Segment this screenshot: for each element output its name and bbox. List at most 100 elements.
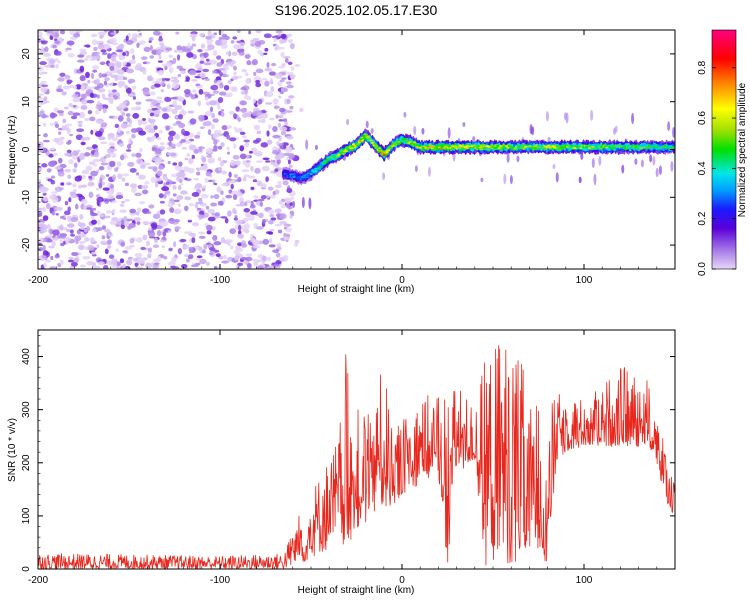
noise-cell [287, 159, 291, 165]
noise-cell [199, 71, 206, 79]
noise-cell [105, 210, 112, 214]
noise-cell [237, 262, 244, 266]
noise-cell [115, 49, 124, 53]
noise-cell [272, 98, 279, 105]
noise-cell [104, 215, 111, 219]
ridge-sidelobe [591, 157, 595, 169]
noise-cell [125, 35, 129, 42]
noise-cell [61, 125, 67, 131]
ridge-cell [282, 171, 286, 173]
noise-cell [128, 222, 136, 229]
noise-cell [153, 125, 158, 130]
noise-cell [158, 129, 163, 134]
noise-cell [255, 116, 264, 119]
noise-cell [110, 32, 118, 35]
noise-cell [211, 112, 215, 119]
noise-cell [129, 237, 135, 244]
noise-cell [77, 120, 83, 124]
noise-cell [136, 172, 140, 176]
noise-cell [147, 253, 152, 259]
ridge-cell [337, 153, 341, 156]
noise-cell [204, 78, 210, 82]
noise-cell [168, 54, 173, 59]
noise-cell [91, 251, 97, 255]
noise-cell [255, 30, 262, 34]
noise-cell [170, 173, 178, 178]
noise-cell [80, 141, 86, 146]
noise-cell [97, 227, 103, 232]
noise-cell [39, 110, 45, 116]
ridge-cell [560, 145, 564, 147]
noise-cell [274, 223, 282, 227]
noise-cell [212, 118, 219, 123]
noise-cell [150, 85, 156, 90]
noise-cell [250, 200, 254, 207]
noise-cell [117, 115, 124, 122]
y-tick-label: 300 [21, 401, 32, 418]
x-tick-label: 0 [399, 275, 405, 286]
noise-cell [197, 231, 206, 235]
noise-cell [65, 47, 72, 51]
y-tick-label: -20 [21, 237, 32, 252]
noise-cell [40, 87, 48, 93]
noise-cell [281, 198, 286, 202]
noise-cell [147, 166, 156, 170]
noise-cell [174, 218, 180, 223]
noise-cell [202, 68, 210, 73]
snr-x-label: Height of straight line (km) [298, 585, 415, 596]
noise-cell [40, 80, 47, 84]
noise-cell [124, 198, 131, 202]
x-tick-label: 100 [576, 275, 593, 286]
noise-cell [263, 33, 272, 39]
noise-cell [168, 130, 176, 137]
ridge-cell [433, 147, 437, 150]
noise-cell [49, 147, 56, 151]
noise-cell [245, 253, 253, 257]
noise-cell [57, 60, 61, 64]
noise-cell [218, 91, 227, 96]
noise-cell [194, 203, 199, 209]
noise-cell [245, 160, 251, 163]
noise-cell [102, 198, 111, 202]
noise-cell [67, 110, 74, 116]
ridge-sidelobe [634, 158, 638, 165]
noise-cell [268, 71, 276, 76]
noise-cell [59, 224, 64, 231]
ridge-cell [551, 145, 555, 147]
noise-cell [228, 110, 235, 115]
noise-cell [127, 78, 136, 84]
noise-cell [233, 71, 237, 76]
noise-cell [97, 219, 101, 226]
noise-cell [109, 184, 115, 189]
noise-cell [289, 42, 295, 50]
noise-cell [155, 49, 162, 56]
ridge-cell [305, 175, 309, 178]
noise-cell [270, 62, 277, 67]
noise-cell [278, 257, 285, 262]
noise-cell [215, 39, 223, 46]
noise-cell [243, 223, 250, 230]
noise-cell [68, 102, 73, 108]
noise-cell [214, 212, 220, 217]
noise-cell [98, 182, 103, 189]
noise-cell [187, 219, 193, 223]
noise-cell [174, 104, 183, 110]
noise-cell [122, 263, 126, 268]
noise-cell [47, 178, 53, 182]
noise-cell [145, 247, 149, 251]
noise-cell [142, 61, 147, 65]
noise-cell [121, 173, 130, 177]
noise-cell [59, 72, 66, 77]
noise-cell [118, 143, 125, 148]
noise-cell [283, 237, 289, 241]
noise-cell [244, 54, 251, 59]
noise-cell [213, 79, 217, 84]
noise-cell [70, 261, 78, 267]
noise-cell [67, 256, 75, 260]
noise-cell [81, 198, 88, 205]
noise-cell [253, 222, 259, 228]
noise-cell [213, 182, 218, 186]
noise-cell [107, 53, 112, 60]
noise-cell [80, 98, 89, 105]
